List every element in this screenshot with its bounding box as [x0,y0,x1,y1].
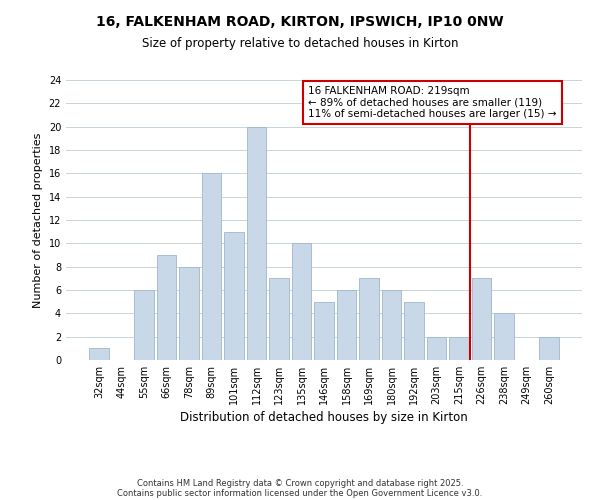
Bar [494,314,514,360]
Bar [202,174,221,360]
Bar [134,290,154,360]
Bar [247,126,266,360]
Bar [359,278,379,360]
Y-axis label: Number of detached properties: Number of detached properties [33,132,43,308]
Text: Contains public sector information licensed under the Open Government Licence v3: Contains public sector information licen… [118,488,482,498]
Bar [404,302,424,360]
Bar [337,290,356,360]
Bar [314,302,334,360]
Bar [269,278,289,360]
Text: 16 FALKENHAM ROAD: 219sqm
← 89% of detached houses are smaller (119)
11% of semi: 16 FALKENHAM ROAD: 219sqm ← 89% of detac… [308,86,557,119]
Bar [427,336,446,360]
Bar [472,278,491,360]
Text: Size of property relative to detached houses in Kirton: Size of property relative to detached ho… [142,38,458,51]
Bar [179,266,199,360]
Bar [292,244,311,360]
Bar [224,232,244,360]
Bar [382,290,401,360]
Text: 16, FALKENHAM ROAD, KIRTON, IPSWICH, IP10 0NW: 16, FALKENHAM ROAD, KIRTON, IPSWICH, IP1… [96,15,504,29]
Bar [539,336,559,360]
Bar [449,336,469,360]
Text: Contains HM Land Registry data © Crown copyright and database right 2025.: Contains HM Land Registry data © Crown c… [137,478,463,488]
X-axis label: Distribution of detached houses by size in Kirton: Distribution of detached houses by size … [180,411,468,424]
Bar [89,348,109,360]
Bar [157,255,176,360]
